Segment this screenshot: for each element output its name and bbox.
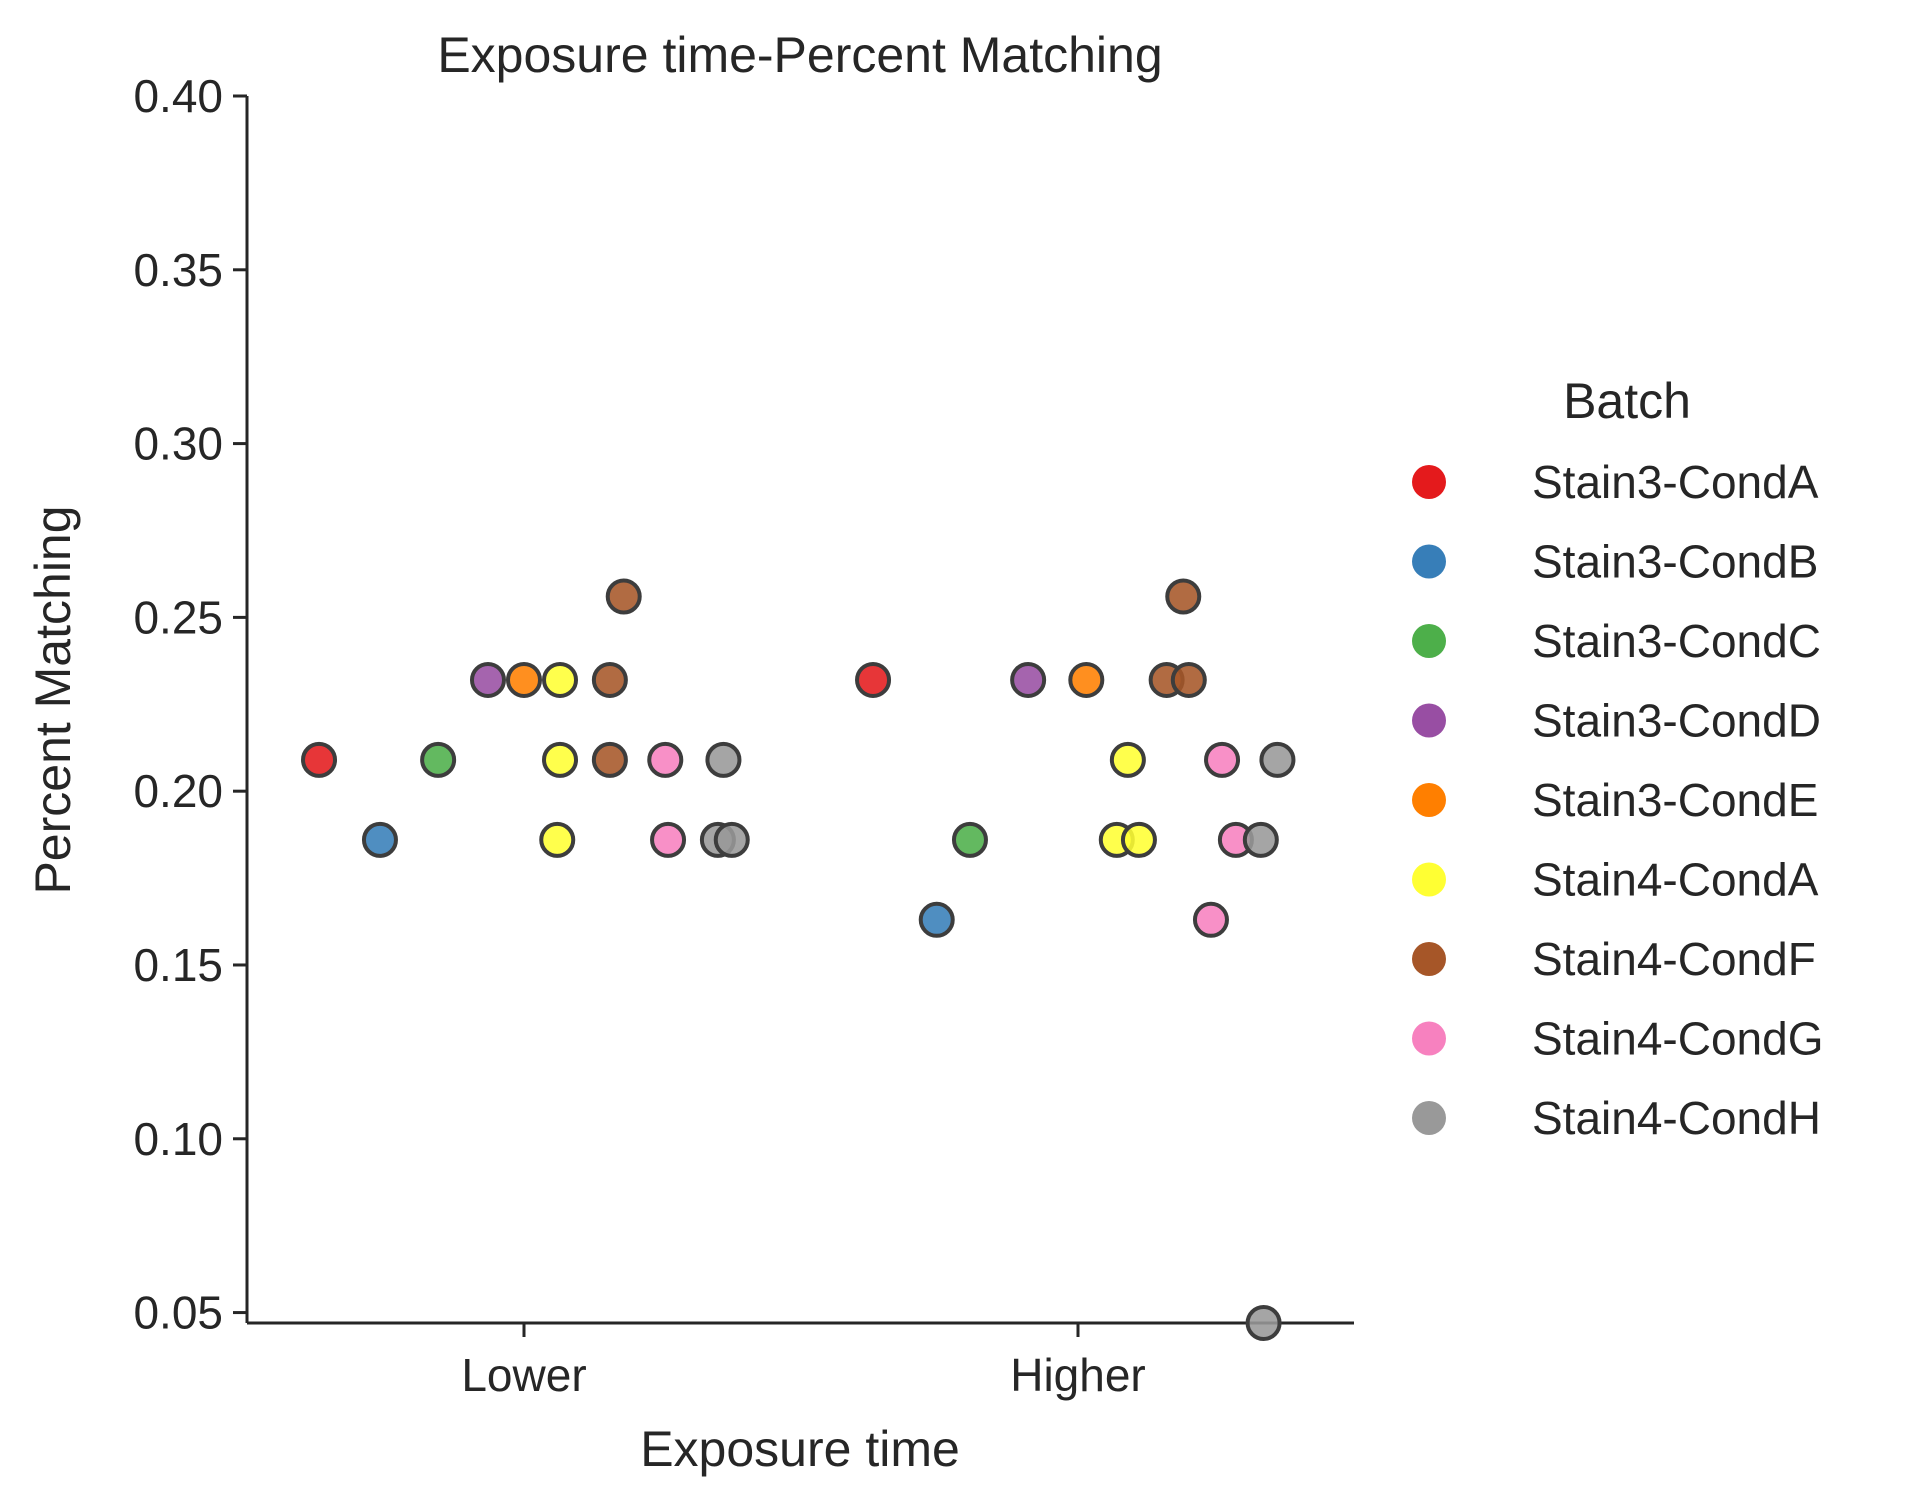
- data-point: [1242, 821, 1279, 858]
- data-point: [301, 741, 338, 778]
- data-point: [591, 741, 628, 778]
- legend-label: Stain3-CondE: [1532, 774, 1818, 826]
- data-point: [539, 821, 576, 858]
- legend-marker: [1412, 942, 1446, 976]
- legend-label: Stain3-CondB: [1532, 536, 1818, 588]
- legend-label: Stain4-CondA: [1532, 854, 1819, 906]
- legend-items: Stain3-CondA Stain3-CondB Stain3-CondC Stai…: [1412, 456, 1824, 1144]
- data-points: [301, 578, 1296, 1341]
- data-point: [1259, 741, 1296, 778]
- legend-label: Stain4-CondH: [1532, 1092, 1821, 1144]
- data-point: [1109, 741, 1146, 778]
- legend-label: Stain3-CondD: [1532, 695, 1821, 747]
- y-tick-label: 0.30: [133, 418, 223, 470]
- data-point: [591, 661, 628, 698]
- y-tick-label: 0.20: [133, 765, 223, 817]
- data-point: [542, 661, 579, 698]
- legend-marker: [1412, 465, 1446, 499]
- data-point: [506, 661, 542, 698]
- legend-label: Stain4-CondF: [1532, 933, 1816, 985]
- y-tick-label: 0.10: [133, 1113, 223, 1165]
- x-axis-label: Exposure time: [640, 1421, 960, 1477]
- y-ticks: 0.05 0.10 0.15 0.20 0.25 0.30 0.35 0.40: [133, 70, 247, 1339]
- legend-label: Stain3-CondC: [1532, 615, 1821, 667]
- legend-marker: [1412, 1021, 1446, 1056]
- data-point: [713, 821, 750, 858]
- x-tick-label: Higher: [1010, 1349, 1146, 1401]
- data-point: [951, 821, 988, 858]
- data-point: [650, 821, 687, 858]
- data-point: [1204, 741, 1241, 778]
- legend-marker: [1412, 783, 1446, 817]
- data-point: [1192, 901, 1229, 938]
- data-point: [647, 741, 684, 778]
- data-point: [420, 741, 457, 778]
- y-tick-label: 0.40: [133, 70, 223, 122]
- data-point: [1120, 821, 1157, 858]
- data-point: [1245, 1305, 1282, 1341]
- legend-label: Stain3-CondA: [1532, 456, 1819, 508]
- data-point: [605, 578, 642, 615]
- legend-title: Batch: [1563, 373, 1691, 429]
- legend-marker: [1412, 862, 1446, 897]
- legend-label: Stain4-CondG: [1532, 1013, 1824, 1065]
- plot-area: 0.05 0.10 0.15 0.20 0.25 0.30 0.35 0.40 Lower Hi…: [133, 70, 1354, 1401]
- data-point: [469, 661, 506, 698]
- data-point: [1010, 661, 1047, 698]
- data-point: [361, 821, 398, 858]
- legend-marker: [1412, 624, 1446, 658]
- data-point: [705, 741, 742, 778]
- y-tick-label: 0.15: [133, 939, 223, 991]
- data-point: [1170, 661, 1207, 698]
- data-point: [542, 741, 579, 778]
- data-point: [1165, 578, 1202, 615]
- y-tick-label: 0.25: [133, 591, 223, 643]
- y-axis-label: Percent Matching: [25, 505, 81, 894]
- legend: Batch Stain3-CondAStain3-CondBStain3-Con…: [1412, 373, 1824, 1144]
- chart-title: Exposure time-Percent Matching: [437, 27, 1162, 83]
- legend-marker: [1412, 544, 1446, 579]
- legend-marker: [1412, 703, 1446, 738]
- data-point: [855, 661, 892, 698]
- legend-marker: [1412, 1101, 1446, 1135]
- y-tick-label: 0.05: [133, 1287, 223, 1339]
- data-point: [1068, 661, 1105, 698]
- data-point: [918, 901, 955, 938]
- x-tick-label: Lower: [461, 1349, 586, 1401]
- x-ticks: Lower Higher: [461, 1323, 1146, 1401]
- y-tick-label: 0.35: [133, 244, 223, 296]
